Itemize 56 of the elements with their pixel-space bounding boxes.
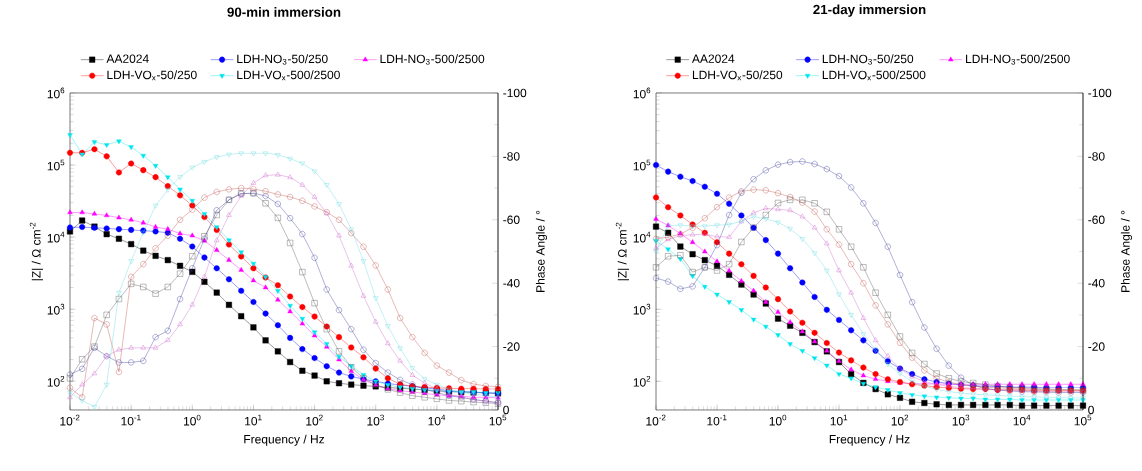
y2-tick-label: -20	[503, 342, 520, 351]
y-tick-label: 10$^{6}$	[633, 87, 651, 99]
y2-tick-label: -80	[503, 152, 520, 161]
x-tick-label: 10$^{3}$	[367, 414, 384, 426]
x-tick-label: 10$^{1}$	[830, 414, 848, 426]
x-tick-label: 10$^{-2}$	[646, 414, 666, 426]
chart-title: 90-min immersion	[227, 7, 341, 17]
y2-tick-label: -60	[503, 215, 520, 225]
x-tick-label: 10$^{5}$	[489, 414, 507, 426]
y2-tick-label: -40	[503, 278, 520, 288]
y-axis-title: |Z| / Ω cm$^{-2}$	[615, 222, 630, 281]
legend-label: AA2024	[106, 54, 149, 63]
y2-tick-label: -60	[1088, 215, 1105, 225]
x-tick-label: 10$^{3}$	[952, 414, 970, 426]
x-tick-label: 10$^{0}$	[769, 414, 787, 426]
y-tick-label: 10$^{5}$	[633, 159, 651, 171]
y2-tick-label: -100	[1088, 88, 1112, 98]
x-tick-label: 10$^{-1}$	[707, 414, 727, 426]
y2-tick-label: -100	[503, 88, 527, 98]
x-tick-label: 10$^{4}$	[1013, 414, 1031, 426]
y-tick-label: 10$^{6}$	[47, 87, 65, 99]
legend-label: AA2024	[691, 54, 735, 63]
legend-label: LDH-NO$_{3}$-50/250	[822, 54, 914, 65]
y-axis-title: |Z| / Ω cm$^{-2}$	[29, 222, 44, 281]
x-tick-label: 10$^{2}$	[306, 414, 323, 426]
legend-label: LDH-NO$_{3}$-500/2500	[380, 54, 485, 65]
legend-label: LDH-NO$_{3}$-50/250	[237, 54, 328, 65]
y-tick-label: 10$^{4}$	[633, 231, 651, 243]
legend-label: LDH-VO$_{x}$-500/2500	[822, 70, 926, 81]
x-tick-label: 10$^{5}$	[1074, 414, 1092, 426]
legend-label: LDH-VO$_{x}$-50/250	[107, 70, 197, 81]
x-tick-label: 10$^{2}$	[891, 414, 909, 426]
y-tick-label: 10$^{4}$	[47, 231, 65, 243]
x-tick-label: 10$^{4}$	[428, 414, 446, 426]
legend-label: LDH-NO$_{3}$-500/2500	[966, 54, 1070, 65]
y2-axis-title: Phase Angle / °	[1120, 210, 1133, 292]
x-tick-label: 10$^{1}$	[245, 414, 262, 426]
y2-tick-label: -20	[1088, 342, 1105, 351]
y-tick-label: 10$^{2}$	[47, 375, 65, 387]
legend-label: LDH-VO$_{x}$-500/2500	[237, 70, 340, 81]
y-tick-label: 10$^{5}$	[47, 159, 65, 171]
y2-tick-label: 0	[1088, 405, 1094, 415]
y-tick-label: 10$^{3}$	[47, 303, 65, 315]
y-tick-label: 10$^{2}$	[633, 375, 651, 387]
x-tick-label: 10$^{-2}$	[60, 414, 80, 426]
y2-axis-title: Phase Angle / °	[535, 210, 548, 292]
y2-tick-label: -40	[1088, 278, 1105, 288]
x-tick-label: 10$^{0}$	[183, 414, 201, 426]
x-tick-label: 10$^{-1}$	[121, 414, 141, 426]
x-axis-title: Frequency / Hz	[829, 434, 910, 446]
chart-title: 21-day immersion	[813, 4, 926, 17]
y2-tick-label: -80	[1088, 152, 1105, 161]
y2-tick-label: 0	[503, 405, 509, 415]
legend-label: LDH-VO$_{x}$-50/250	[692, 70, 783, 81]
x-axis-title: Frequency / Hz	[244, 434, 325, 446]
y-tick-label: 10$^{3}$	[633, 303, 651, 315]
